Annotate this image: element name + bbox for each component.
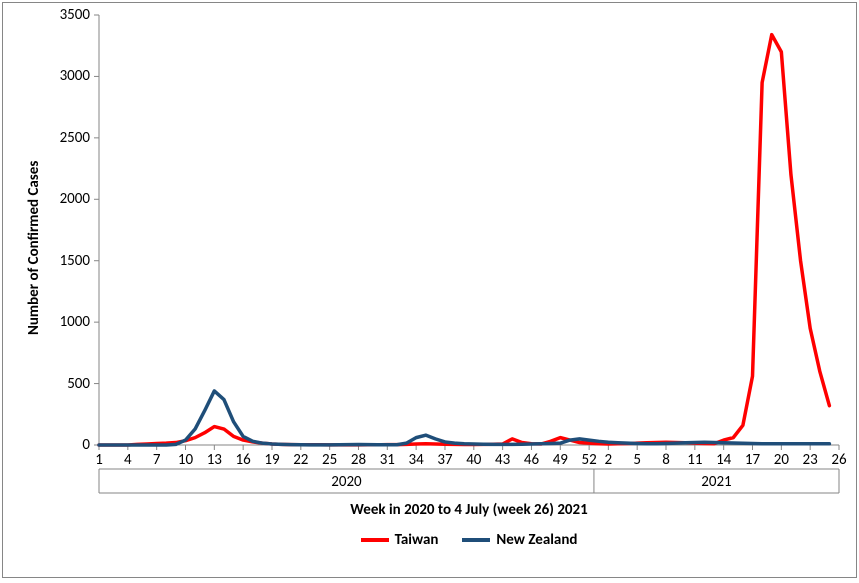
x-tick-label: 40	[466, 451, 481, 469]
y-tick-label: 2000	[50, 190, 90, 208]
x-tick-label: 7	[153, 451, 161, 469]
x-tick-label: 23	[803, 451, 818, 469]
y-tick-label: 3000	[50, 67, 90, 85]
x-tick-label: 2	[605, 451, 613, 469]
x-axis-title: Week in 2020 to 4 July (week 26) 2021	[99, 501, 839, 519]
legend-item-taiwan: Taiwan	[361, 531, 439, 549]
series-line-new-zealand	[99, 391, 829, 445]
x-tick-label: 22	[293, 451, 308, 469]
legend-label: New Zealand	[496, 531, 577, 549]
x-tick-label: 4	[124, 451, 132, 469]
x-tick-label: 14	[716, 451, 731, 469]
x-tick-label: 34	[409, 451, 424, 469]
series-line-taiwan	[99, 35, 829, 445]
x-tick-label: 11	[687, 451, 702, 469]
legend-item-new-zealand: New Zealand	[462, 531, 577, 549]
y-tick-label: 2500	[50, 129, 90, 147]
x-tick-label: 19	[264, 451, 279, 469]
x-tick-label: 10	[178, 451, 193, 469]
y-tick-label: 1500	[50, 252, 90, 270]
plot-area	[3, 3, 859, 583]
y-tick-label: 500	[50, 375, 90, 393]
y-tick-label: 0	[50, 436, 90, 454]
x-tick-label: 20	[774, 451, 789, 469]
legend-swatch	[361, 538, 389, 542]
x-tick-label: 25	[322, 451, 337, 469]
x-tick-label: 17	[745, 451, 760, 469]
x-tick-label: 1	[95, 451, 103, 469]
legend-swatch	[462, 538, 490, 542]
x-tick-label: 37	[437, 451, 452, 469]
x-tick-label: 43	[495, 451, 510, 469]
y-tick-label: 3500	[50, 6, 90, 24]
x-tick-label: 16	[236, 451, 251, 469]
x-tick-label: 31	[380, 451, 395, 469]
x-tick-label: 49	[553, 451, 568, 469]
y-tick-label: 1000	[50, 313, 90, 331]
legend: Taiwan New Zealand	[99, 531, 839, 549]
year-label: 2020	[331, 473, 361, 491]
x-tick-label: 46	[524, 451, 539, 469]
y-axis-title: Number of Confirmed Cases	[25, 161, 43, 335]
x-tick-label: 28	[351, 451, 366, 469]
x-tick-label: 8	[662, 451, 670, 469]
x-tick-label: 5	[633, 451, 641, 469]
x-tick-label: 26	[831, 451, 846, 469]
x-tick-label: 13	[207, 451, 222, 469]
legend-label: Taiwan	[395, 531, 439, 549]
x-tick-label: 52	[582, 451, 597, 469]
chart-frame: Number of Confirmed Cases Week in 2020 t…	[2, 2, 857, 578]
year-label: 2021	[701, 473, 731, 491]
